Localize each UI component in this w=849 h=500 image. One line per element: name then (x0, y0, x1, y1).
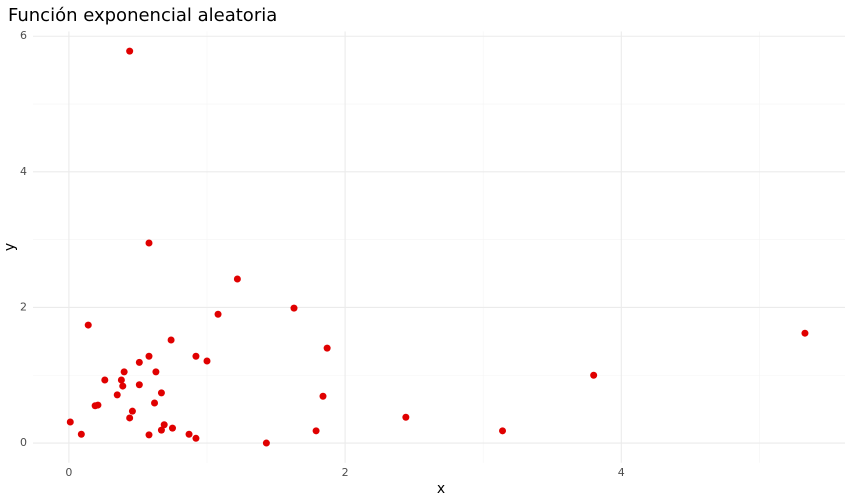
point (120, 368, 128, 376)
point (128, 407, 136, 415)
point (323, 344, 331, 352)
y-axis-title: y (2, 243, 18, 251)
point (312, 427, 320, 435)
x-axis-title: x (437, 481, 445, 497)
point (91, 402, 99, 410)
point (160, 421, 168, 429)
point (101, 376, 109, 384)
point (145, 239, 153, 247)
x-tick-label: 4 (618, 466, 625, 479)
point (113, 391, 121, 399)
point (590, 371, 598, 379)
point (262, 439, 270, 447)
point (126, 47, 134, 55)
point (157, 389, 165, 397)
x-tick-label: 0 (65, 466, 72, 479)
y-tick-label: 6 (20, 29, 27, 42)
point (203, 357, 211, 365)
y-tick-label: 4 (20, 165, 27, 178)
point (151, 399, 159, 407)
point (126, 414, 134, 422)
point (119, 382, 127, 390)
point (214, 310, 222, 318)
point (402, 413, 410, 421)
y-tick-label: 2 (20, 300, 27, 313)
point (117, 376, 125, 384)
point (84, 321, 92, 329)
point (145, 431, 153, 439)
point (185, 430, 193, 438)
x-tick-label: 2 (342, 466, 349, 479)
point (135, 381, 143, 389)
point (192, 352, 200, 360)
point (192, 434, 200, 442)
chart-title: Función exponencial aleatoria (8, 5, 277, 26)
point (152, 368, 160, 376)
point (77, 430, 85, 438)
point (499, 427, 507, 435)
point (290, 304, 298, 312)
y-tick-label: 0 (20, 436, 27, 449)
point (167, 336, 175, 344)
point (145, 352, 153, 360)
point (168, 424, 176, 432)
point (319, 392, 327, 400)
point (233, 275, 241, 283)
point (135, 358, 143, 366)
point (66, 418, 74, 426)
point (157, 426, 165, 434)
point (801, 329, 809, 337)
